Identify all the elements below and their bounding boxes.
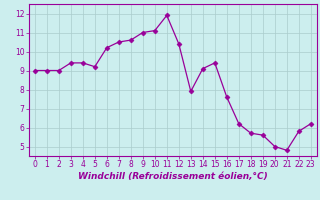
X-axis label: Windchill (Refroidissement éolien,°C): Windchill (Refroidissement éolien,°C): [78, 172, 268, 181]
